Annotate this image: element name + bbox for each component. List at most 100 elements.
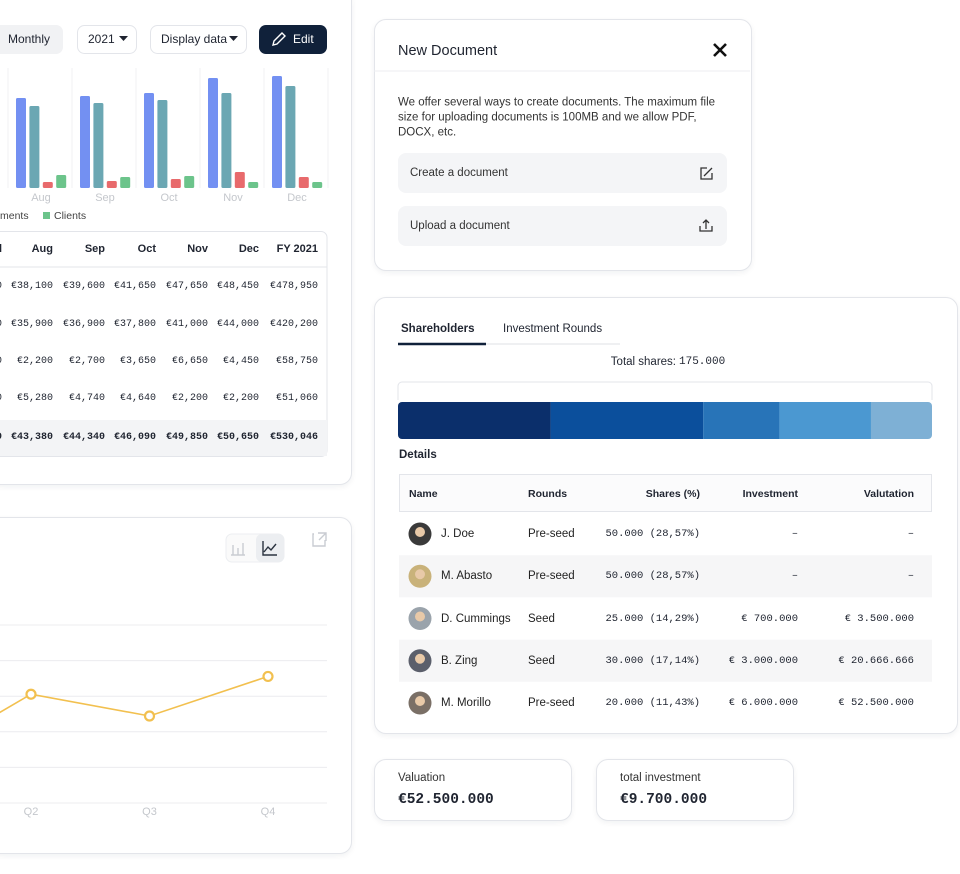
bar xyxy=(298,177,309,188)
table-header: Sep xyxy=(84,243,105,255)
table-header: Nov xyxy=(187,243,208,255)
bar xyxy=(285,86,296,188)
table-cell: €38,100 xyxy=(10,281,53,292)
bar xyxy=(272,76,282,188)
caret xyxy=(229,36,238,41)
holders-cell: € 20.666.666 xyxy=(838,654,914,667)
table-cell: €58,750 xyxy=(275,356,318,367)
monthly-button[interactable] xyxy=(0,25,63,54)
holders-cell: Seed xyxy=(528,654,555,667)
legend-label: ments xyxy=(0,210,29,222)
x-tick-label: Sep xyxy=(95,192,115,204)
table-cell: €35,900 xyxy=(10,319,53,330)
x-tick-label: Nov xyxy=(223,192,243,204)
table-cell: €51,060 xyxy=(275,393,318,404)
line xyxy=(0,675,269,717)
holders-header: Rounds xyxy=(528,488,568,500)
bar xyxy=(120,177,131,188)
create-button[interactable] xyxy=(398,153,727,193)
total-label: Total shares: xyxy=(610,356,676,368)
share-segment xyxy=(870,402,932,439)
holders-cell: – xyxy=(791,570,798,583)
summary-value: €52.500.000 xyxy=(398,792,494,808)
point xyxy=(25,688,37,700)
avatar-face xyxy=(415,611,425,622)
open-icon[interactable] xyxy=(312,532,327,547)
holders-cell: € 3.500.000 xyxy=(844,612,914,625)
action-label[interactable]: Upload a document xyxy=(410,220,510,232)
line-card xyxy=(0,517,352,854)
upload-icon xyxy=(699,219,713,232)
line-switch[interactable] xyxy=(256,534,284,562)
table-cell: €44,000 xyxy=(216,319,259,330)
table-cell: €4,450 xyxy=(222,356,259,367)
bar xyxy=(80,96,90,188)
holders-cell: – xyxy=(907,570,914,583)
summary-label: total investment xyxy=(620,772,701,784)
year-dropdown[interactable] xyxy=(77,25,137,54)
table-cell: 0 xyxy=(0,391,2,407)
holders-header: Valutation xyxy=(863,488,914,500)
avatar-face xyxy=(415,653,425,664)
holders-cell: M. Morillo xyxy=(441,697,491,709)
x-tick-label: Dec xyxy=(287,192,307,204)
tab[interactable]: Investment Rounds xyxy=(503,323,603,335)
holders-cell: € 6.000.000 xyxy=(728,697,798,709)
holders-header: Name xyxy=(409,488,438,500)
table-frame xyxy=(0,231,328,457)
table-header: Oct xyxy=(137,243,156,255)
table-header: Dec xyxy=(238,243,259,255)
holders-cell: 50.000 (28,57%) xyxy=(605,528,700,540)
point xyxy=(262,670,274,683)
bar xyxy=(170,179,181,188)
holders-cell: B. Zing xyxy=(441,654,478,667)
table-cell: €4,740 xyxy=(68,393,105,404)
pencil-icon xyxy=(272,32,286,46)
investment-card xyxy=(596,759,794,821)
bar xyxy=(312,182,323,188)
display-label[interactable]: Display data xyxy=(161,32,228,46)
holders-cell: J. Doe xyxy=(441,528,475,540)
holders-cell: Pre-seed xyxy=(528,528,575,540)
table-header: FY 2021 xyxy=(276,243,318,255)
table-cell: €39,600 xyxy=(62,281,105,292)
year-label[interactable]: 2021 xyxy=(88,32,115,46)
point xyxy=(143,710,156,722)
holders-cell: € 3.000.000 xyxy=(728,654,798,667)
holders-cell: 50.000 (28,57%) xyxy=(605,570,700,583)
period-label[interactable]: Monthly xyxy=(8,32,51,46)
table-cell: €49,850 xyxy=(165,432,208,443)
table-cell: €530,046 xyxy=(269,432,318,443)
row-bg xyxy=(399,639,932,682)
edit-button[interactable] xyxy=(259,25,327,54)
table-cell: 0 xyxy=(0,354,2,370)
display-dropdown[interactable] xyxy=(150,25,247,54)
bar xyxy=(29,106,40,188)
table-cell: €478,950 xyxy=(269,281,318,292)
close-icon[interactable] xyxy=(713,43,727,57)
x-tick-label: Oct xyxy=(160,192,178,204)
edit-label[interactable]: Edit xyxy=(293,32,314,46)
avatar-face xyxy=(415,569,425,580)
bar xyxy=(16,98,26,188)
upload-button[interactable] xyxy=(398,206,727,246)
x-tick-label: Aug xyxy=(31,192,51,204)
tab[interactable]: Shareholders xyxy=(401,323,475,335)
table-cell: €37,800 xyxy=(113,319,156,330)
share-segment xyxy=(550,402,704,439)
avatar-face xyxy=(415,696,425,706)
total-row-bg xyxy=(0,420,327,456)
bar xyxy=(157,100,168,188)
row-bg xyxy=(399,555,932,598)
action-label[interactable]: Create a document xyxy=(410,167,508,179)
table-cell: €50,650 xyxy=(216,432,259,443)
holders-cell: 20.000 (11,43%) xyxy=(605,697,700,709)
bar-icon xyxy=(231,543,245,556)
share-segment xyxy=(703,402,780,439)
table-cell: €420,200 xyxy=(269,319,318,330)
bar xyxy=(184,176,195,188)
legend-label: Clients xyxy=(54,210,87,222)
details-label: Details xyxy=(399,449,437,461)
